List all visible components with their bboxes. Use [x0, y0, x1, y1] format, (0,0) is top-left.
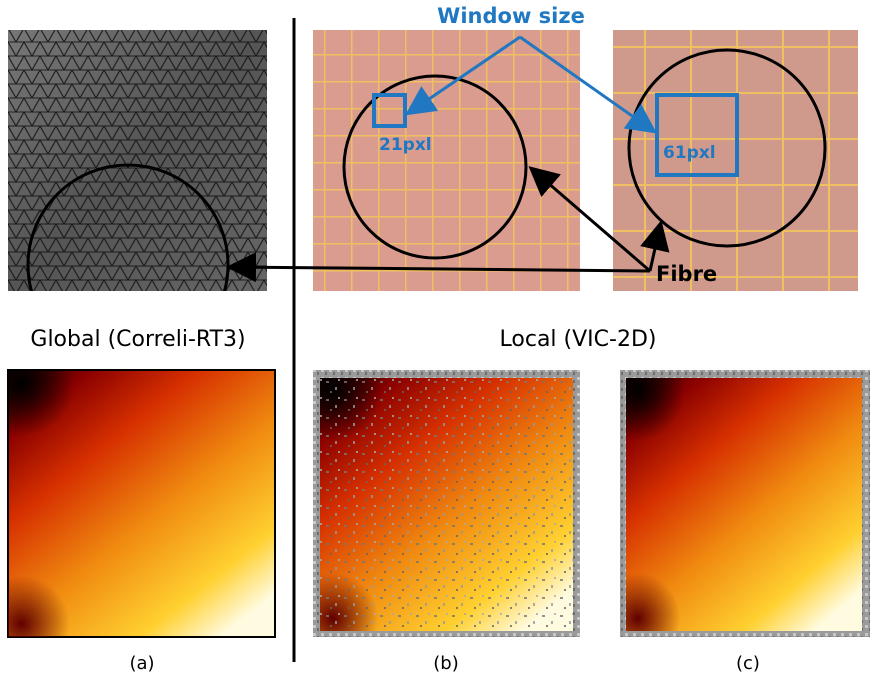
fibre-circle-c — [627, 48, 827, 248]
panel-b-caption: (b) — [433, 653, 458, 674]
panel-c-caption: (c) — [736, 653, 760, 674]
pink-grid-image-small-window — [313, 30, 580, 291]
window-61px-box — [655, 93, 739, 177]
heatmap-c — [620, 370, 870, 637]
fibre-circle-b — [342, 74, 528, 260]
panel-a-caption: (a) — [129, 653, 154, 674]
global-method-label: Global (Correli-RT3) — [30, 327, 245, 352]
window-size-arrows — [405, 35, 657, 134]
window-21px-box — [372, 93, 407, 128]
window-size-label: Window size — [437, 4, 585, 28]
heatmap-a — [7, 369, 276, 638]
pink-grid-image-large-window — [613, 30, 858, 291]
local-method-label: Local (VIC-2D) — [500, 327, 657, 352]
heatmap-b — [313, 370, 580, 637]
window-21px-label: 21pxl — [379, 135, 432, 155]
fibre-arrows — [226, 166, 670, 283]
window-61px-label: 61pxl — [663, 143, 716, 163]
mesh-image — [8, 30, 267, 291]
fibre-label: Fibre — [656, 262, 717, 286]
